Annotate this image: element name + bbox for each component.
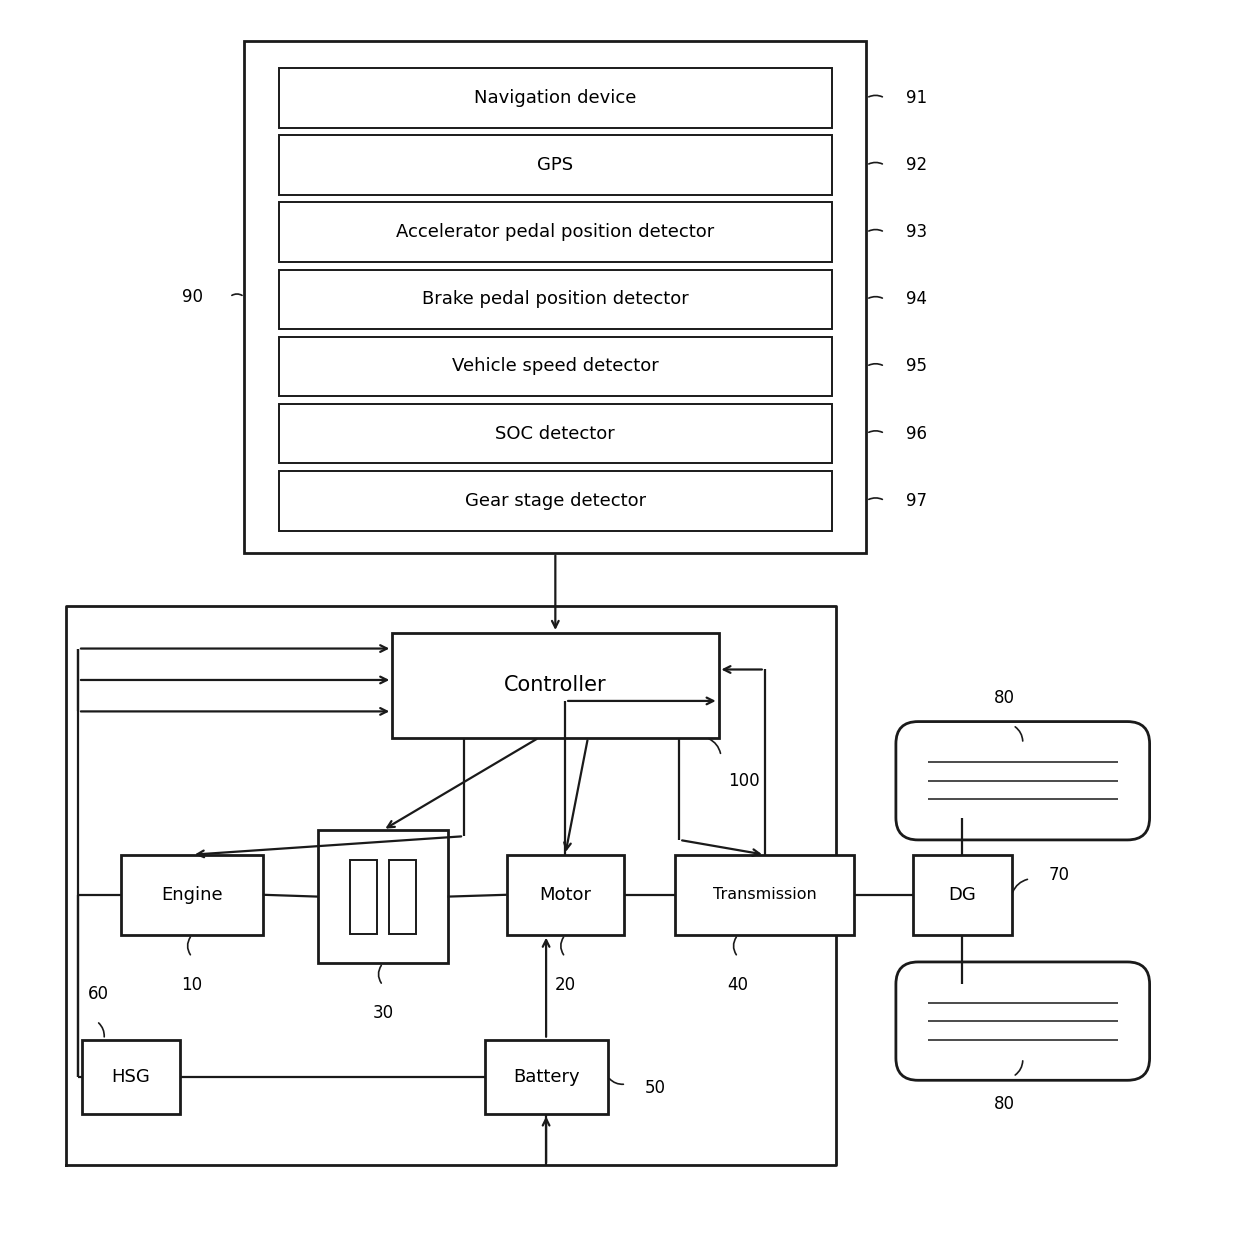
Text: 50: 50	[645, 1078, 666, 1097]
Text: 92: 92	[905, 156, 926, 174]
Text: Vehicle speed detector: Vehicle speed detector	[451, 357, 658, 376]
Bar	[485, 1040, 608, 1113]
Text: 40: 40	[728, 975, 749, 994]
Bar	[279, 68, 832, 128]
Bar	[389, 860, 417, 933]
Text: 97: 97	[905, 491, 926, 510]
Text: 20: 20	[554, 975, 575, 994]
Text: Navigation device: Navigation device	[474, 89, 636, 107]
Text: Gear stage detector: Gear stage detector	[465, 491, 646, 510]
Text: 60: 60	[88, 984, 109, 1003]
Text: 94: 94	[905, 290, 926, 309]
Text: Engine: Engine	[161, 886, 223, 903]
Bar	[319, 830, 448, 963]
FancyBboxPatch shape	[895, 721, 1149, 840]
Text: 100: 100	[728, 772, 760, 791]
Text: Controller: Controller	[503, 675, 606, 695]
Text: Motor: Motor	[539, 886, 591, 903]
Bar	[82, 1040, 180, 1113]
Text: Battery: Battery	[513, 1067, 579, 1086]
Bar	[392, 633, 718, 737]
Bar	[279, 202, 832, 262]
Bar	[122, 855, 263, 934]
Bar	[279, 403, 832, 463]
Bar	[913, 855, 1012, 934]
Text: 80: 80	[993, 1095, 1014, 1113]
Bar	[507, 855, 624, 934]
Text: 70: 70	[1049, 866, 1070, 884]
FancyBboxPatch shape	[895, 962, 1149, 1080]
Text: GPS: GPS	[537, 156, 573, 174]
Bar	[676, 855, 854, 934]
Bar	[244, 41, 867, 552]
Text: 91: 91	[905, 89, 926, 107]
Bar	[279, 470, 832, 530]
Text: Transmission: Transmission	[713, 887, 817, 902]
Text: 93: 93	[905, 223, 926, 241]
Bar	[279, 336, 832, 396]
Text: 96: 96	[905, 424, 926, 443]
Text: Accelerator pedal position detector: Accelerator pedal position detector	[397, 223, 714, 241]
Text: Brake pedal position detector: Brake pedal position detector	[422, 290, 688, 309]
Bar	[279, 269, 832, 329]
Bar	[279, 135, 832, 195]
Text: 95: 95	[905, 357, 926, 376]
Bar	[350, 860, 377, 933]
Text: 30: 30	[372, 1004, 393, 1021]
Text: SOC detector: SOC detector	[496, 424, 615, 443]
Text: HSG: HSG	[112, 1067, 150, 1086]
Text: 10: 10	[181, 975, 202, 994]
Text: 90: 90	[182, 288, 203, 307]
Text: DG: DG	[949, 886, 976, 903]
Text: 80: 80	[993, 689, 1014, 707]
